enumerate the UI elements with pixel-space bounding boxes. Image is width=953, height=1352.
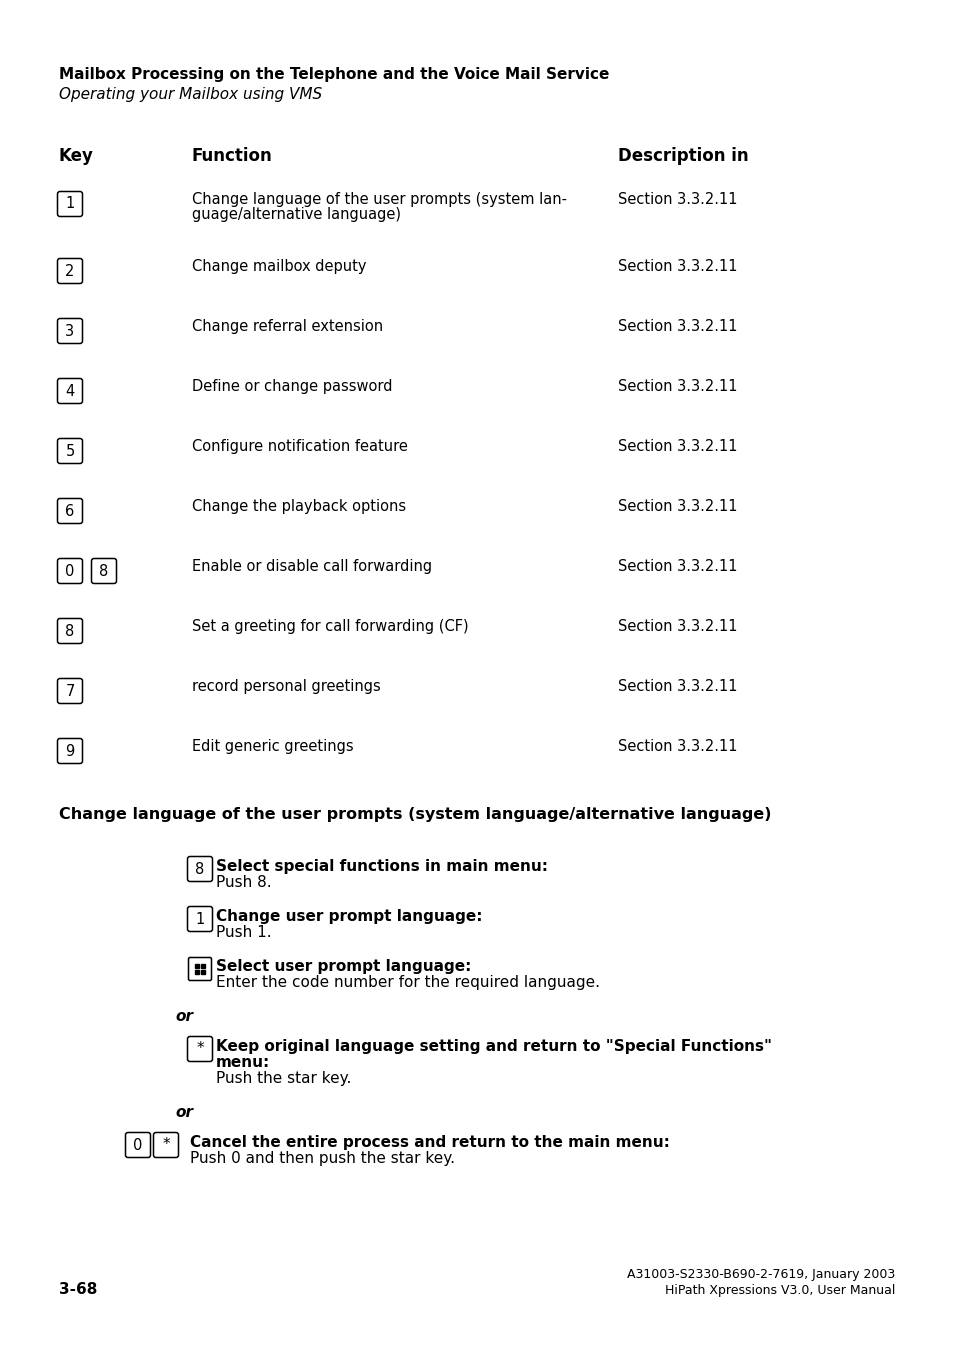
Text: Change language of the user prompts (system lan-: Change language of the user prompts (sys… [192, 192, 566, 207]
Text: 1: 1 [66, 196, 74, 211]
Text: 4: 4 [66, 384, 74, 399]
Text: Change user prompt language:: Change user prompt language: [215, 909, 482, 923]
Text: Change referral extension: Change referral extension [192, 319, 383, 334]
Text: guage/alternative language): guage/alternative language) [192, 207, 400, 222]
Text: menu:: menu: [215, 1055, 270, 1069]
Text: Select user prompt language:: Select user prompt language: [215, 959, 471, 973]
Text: Change the playback options: Change the playback options [192, 499, 406, 514]
FancyBboxPatch shape [57, 438, 82, 464]
Text: 7: 7 [65, 684, 74, 699]
FancyBboxPatch shape [57, 319, 82, 343]
FancyBboxPatch shape [153, 1133, 178, 1157]
Text: 0: 0 [65, 564, 74, 579]
FancyBboxPatch shape [91, 558, 116, 584]
Text: A31003-S2330-B690-2-7619, January 2003: A31003-S2330-B690-2-7619, January 2003 [626, 1268, 894, 1280]
Text: *: * [162, 1137, 170, 1152]
Text: Section 3.3.2.11: Section 3.3.2.11 [618, 260, 737, 274]
FancyBboxPatch shape [188, 1037, 213, 1061]
Text: record personal greetings: record personal greetings [192, 679, 380, 694]
FancyBboxPatch shape [188, 906, 213, 932]
Text: 3-68: 3-68 [59, 1282, 97, 1297]
Text: Section 3.3.2.11: Section 3.3.2.11 [618, 439, 737, 454]
Text: Key: Key [59, 147, 93, 165]
Bar [194, 964, 199, 968]
FancyBboxPatch shape [57, 192, 82, 216]
Text: Section 3.3.2.11: Section 3.3.2.11 [618, 319, 737, 334]
Text: Push the star key.: Push the star key. [215, 1071, 351, 1086]
Text: 5: 5 [66, 443, 74, 458]
Text: Select special functions in main menu:: Select special functions in main menu: [215, 859, 547, 873]
FancyBboxPatch shape [57, 379, 82, 403]
Bar [194, 969, 199, 975]
Text: Section 3.3.2.11: Section 3.3.2.11 [618, 679, 737, 694]
Text: 1: 1 [195, 911, 204, 926]
Text: Section 3.3.2.11: Section 3.3.2.11 [618, 558, 737, 575]
Text: Enter the code number for the required language.: Enter the code number for the required l… [215, 975, 599, 990]
Text: Description in: Description in [618, 147, 748, 165]
Text: or: or [174, 1009, 193, 1023]
FancyBboxPatch shape [57, 738, 82, 764]
Text: 8: 8 [66, 623, 74, 638]
Text: or: or [174, 1105, 193, 1119]
Text: 8: 8 [195, 861, 204, 876]
Text: Change language of the user prompts (system language/alternative language): Change language of the user prompts (sys… [59, 807, 771, 822]
Text: 2: 2 [65, 264, 74, 279]
FancyBboxPatch shape [57, 679, 82, 703]
Text: Push 0 and then push the star key.: Push 0 and then push the star key. [190, 1151, 455, 1165]
Bar [200, 969, 205, 975]
Text: HiPath Xpressions V3.0, User Manual: HiPath Xpressions V3.0, User Manual [664, 1284, 894, 1297]
Text: Section 3.3.2.11: Section 3.3.2.11 [618, 619, 737, 634]
FancyBboxPatch shape [189, 957, 212, 980]
Text: 9: 9 [66, 744, 74, 758]
Text: Section 3.3.2.11: Section 3.3.2.11 [618, 379, 737, 393]
Bar [200, 964, 205, 968]
FancyBboxPatch shape [57, 618, 82, 644]
Text: Cancel the entire process and return to the main menu:: Cancel the entire process and return to … [190, 1134, 669, 1151]
Text: Function: Function [192, 147, 273, 165]
FancyBboxPatch shape [57, 558, 82, 584]
Text: *: * [196, 1041, 204, 1056]
FancyBboxPatch shape [57, 258, 82, 284]
Text: Enable or disable call forwarding: Enable or disable call forwarding [192, 558, 432, 575]
Text: Section 3.3.2.11: Section 3.3.2.11 [618, 499, 737, 514]
FancyBboxPatch shape [188, 857, 213, 882]
FancyBboxPatch shape [57, 499, 82, 523]
Text: Configure notification feature: Configure notification feature [192, 439, 408, 454]
Text: Push 1.: Push 1. [215, 925, 272, 940]
Text: Push 8.: Push 8. [215, 875, 272, 890]
Text: Operating your Mailbox using VMS: Operating your Mailbox using VMS [59, 87, 322, 101]
Text: Mailbox Processing on the Telephone and the Voice Mail Service: Mailbox Processing on the Telephone and … [59, 68, 609, 82]
Text: Section 3.3.2.11: Section 3.3.2.11 [618, 192, 737, 207]
Text: Set a greeting for call forwarding (CF): Set a greeting for call forwarding (CF) [192, 619, 468, 634]
Text: Section 3.3.2.11: Section 3.3.2.11 [618, 740, 737, 754]
Text: 6: 6 [66, 503, 74, 519]
Text: Define or change password: Define or change password [192, 379, 392, 393]
FancyBboxPatch shape [126, 1133, 151, 1157]
Text: Keep original language setting and return to "Special Functions": Keep original language setting and retur… [215, 1038, 771, 1055]
Text: 8: 8 [99, 564, 109, 579]
Text: 0: 0 [133, 1137, 143, 1152]
Text: 3: 3 [66, 323, 74, 338]
Text: Edit generic greetings: Edit generic greetings [192, 740, 354, 754]
Text: Change mailbox deputy: Change mailbox deputy [192, 260, 366, 274]
